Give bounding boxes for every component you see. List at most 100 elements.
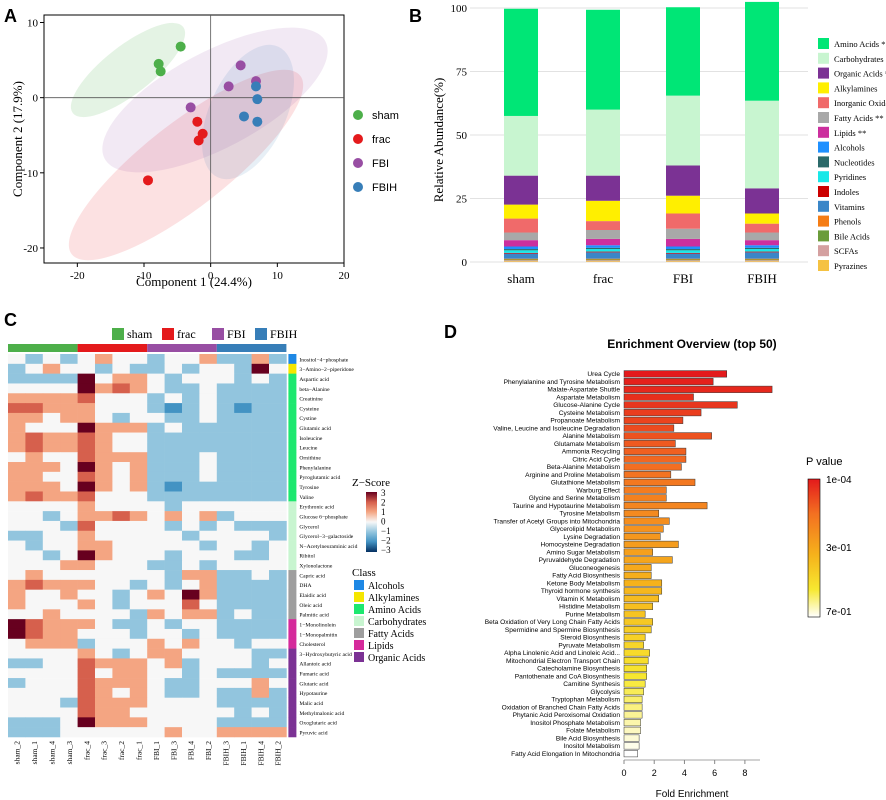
heatmap-cell <box>60 697 78 708</box>
heatmap-cell <box>25 462 44 473</box>
heatmap-cell <box>182 707 200 718</box>
heatmap-cells <box>8 354 287 738</box>
heatmap-cell <box>112 471 131 482</box>
heatmap-row-label: 3−Hydroxybutyric acid <box>299 652 352 658</box>
enrichment-pathway-label: Glycolysis <box>590 689 620 696</box>
heatmap-cell <box>164 628 183 640</box>
heatmap-cell <box>199 412 218 424</box>
heatmap-cell <box>164 520 183 532</box>
heatmap-cell <box>42 383 61 394</box>
pca-y-tick-label: -10 <box>23 168 38 180</box>
heatmap-cell <box>182 678 200 689</box>
class-bar-segment-carbohydrates <box>288 560 297 571</box>
heatmap-row-label: N−Acetylneuraminic acid <box>299 544 357 550</box>
heatmap-cell <box>147 550 165 561</box>
heatmap-cell <box>95 393 113 404</box>
heatmap-cell <box>25 452 44 463</box>
heatmap-cell <box>8 540 26 551</box>
heatmap-cell <box>129 687 148 698</box>
heatmap-cell <box>8 668 26 679</box>
heatmap-cell <box>42 462 61 473</box>
enrichment-pathway-label: Taurine and Hypotaurine Metabolism <box>513 503 621 510</box>
heatmap-cell <box>216 668 235 679</box>
zscore-tick-label: 3 <box>381 488 386 498</box>
heatmap-cell <box>112 727 131 738</box>
heatmap-cell <box>147 707 165 718</box>
heatmap-cell <box>199 697 218 708</box>
abundance-bar-fbih-alkylamines <box>745 213 779 224</box>
abundance-bar-fbi-indoles <box>666 252 700 254</box>
heatmap-cell <box>25 619 44 630</box>
heatmap-cell <box>234 363 252 374</box>
heatmap-cell <box>269 579 287 590</box>
heatmap-cell <box>95 658 113 669</box>
enrichment-pathway-label: Pyruvate Metabolism <box>558 642 620 649</box>
heatmap-cell <box>234 678 252 689</box>
heatmap-cell <box>60 717 78 728</box>
heatmap-cell <box>269 648 287 659</box>
enrichment-pathway-label: Thyroid hormone synthesis <box>541 588 621 595</box>
abundance-bar-frac-alcohols <box>586 245 620 248</box>
heatmap-cell <box>269 462 287 473</box>
heatmap-cell <box>234 520 252 532</box>
heatmap-cell <box>216 530 235 541</box>
heatmap-cell <box>8 678 26 689</box>
pca-x-tick-label: -20 <box>70 270 85 282</box>
enrichment-pathway-label: Inositol Metabolism <box>564 743 621 750</box>
heatmap-cell <box>77 412 96 424</box>
heatmap-cell <box>199 511 218 522</box>
abundance-bar-frac-fatty-acids <box>586 229 620 239</box>
heatmap-cell <box>164 589 183 600</box>
heatmap-cell <box>216 481 235 492</box>
heatmap-cell <box>182 619 200 630</box>
heatmap-cell <box>8 658 26 669</box>
enrichment-bar <box>623 517 670 525</box>
heatmap-cell <box>77 550 96 561</box>
enrichment-bar <box>623 633 646 641</box>
pca-point-sham <box>155 66 166 77</box>
pca-x-axis-label: Component 1 (24.4%) <box>136 274 252 289</box>
abundance-bar-fbi-amino-acids <box>666 7 700 96</box>
abundance-bar-fbi-lipids <box>666 238 700 247</box>
heatmap-cell <box>129 403 148 414</box>
abundance-bar-fbih-vitamins <box>745 252 779 259</box>
enrichment-bar <box>623 471 672 479</box>
class-bar-segment-organic-acids <box>288 678 297 689</box>
heatmap-cell <box>8 687 26 698</box>
heatmap-cell <box>164 354 183 365</box>
class-bar-segment-amino-acids <box>288 432 297 443</box>
heatmap-cell <box>216 628 235 640</box>
pca-x-tick-label: -10 <box>137 270 152 282</box>
heatmap-row-label: Isoleucine <box>299 436 323 442</box>
class-bar-segment-organic-acids <box>288 727 297 738</box>
pca-score-plot: -20 -10 0 10 20 -20 -10 0 10 Component 1 (24.4%… <box>10 14 399 289</box>
heatmap-cell <box>216 501 235 512</box>
abundance-bar-fbih-scfas <box>745 260 779 262</box>
heatmap-cell <box>216 648 235 659</box>
pvalue-tick-label: 1e-04 <box>826 475 852 486</box>
enrichment-pathway-label: Malate-Aspartate Shuttle <box>547 387 620 394</box>
heatmap-cell <box>77 403 96 414</box>
abundance-bar-fbih-inorganic-oxide <box>745 223 779 233</box>
abundance-bar-fbi-bile-acids <box>666 259 700 261</box>
abundance-legend-swatch-bile-acids <box>818 230 829 242</box>
heatmap-cell <box>234 609 252 620</box>
heatmap-column-label: FBIH_3 <box>222 741 231 766</box>
heatmap-cell <box>129 530 148 541</box>
pca-legend-marker-frac <box>353 134 363 144</box>
heatmap-cell <box>251 540 270 551</box>
heatmap-cell <box>251 697 270 708</box>
heatmap-cell <box>199 422 218 433</box>
heatmap-cell <box>60 393 78 404</box>
enrichment-bar <box>623 579 663 587</box>
heatmap-cell <box>269 383 287 394</box>
pca-legend-marker-fbih <box>353 182 363 192</box>
heatmap-row-label: 3−Amino−2−piperidone <box>299 367 354 373</box>
enrichment-pathway-label: Glycine and Serine Metabolism <box>529 495 621 502</box>
abundance-bar-fbih-fatty-acids <box>745 232 779 241</box>
heatmap-cell <box>60 530 78 541</box>
enrichment-pathway-label: Lysine Degradation <box>563 534 620 541</box>
abundance-bar-sham-alkylamines <box>504 204 538 219</box>
abundance-legend-swatch-nucleotides <box>818 156 829 168</box>
abundance-bar-frac-inorganic-oxide <box>586 221 620 230</box>
